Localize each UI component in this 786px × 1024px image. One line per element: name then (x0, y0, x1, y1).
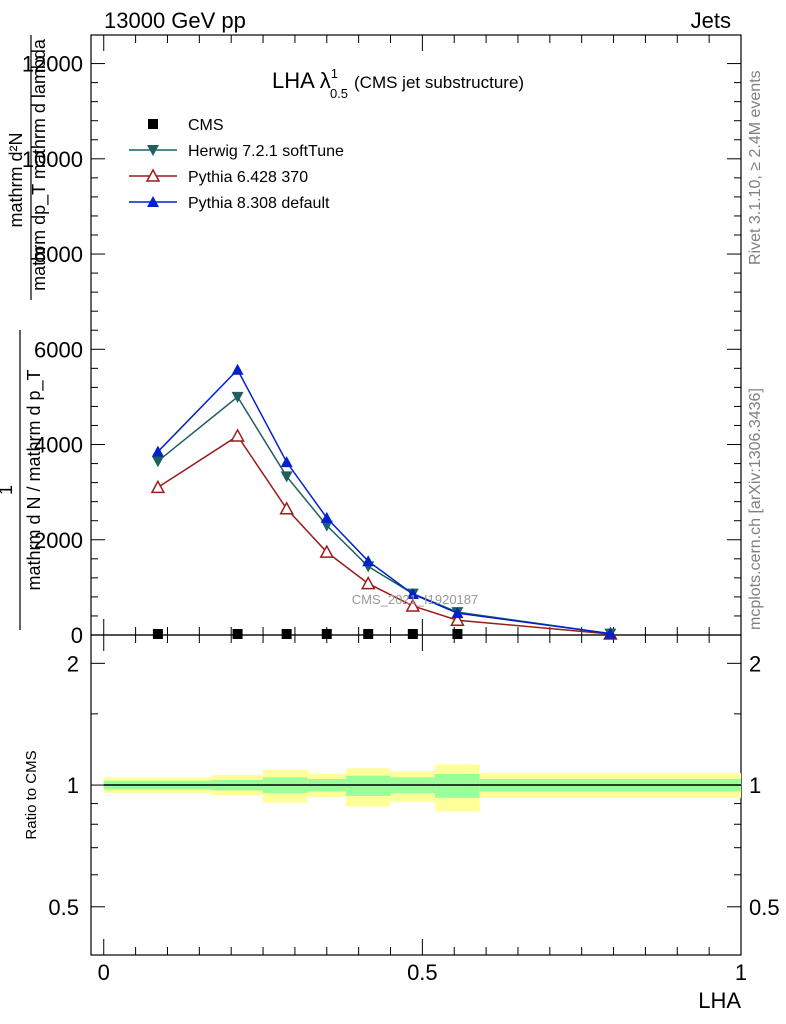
series-layer (150, 363, 618, 640)
series-3-point-4 (362, 555, 375, 567)
series-3-point-2 (280, 456, 293, 468)
series-0-point-3 (321, 629, 332, 639)
series-line-2 (157, 434, 611, 635)
legend-marker-0 (148, 119, 158, 129)
xtick-label-2: 1 (735, 960, 747, 985)
legend: CMS Herwig 7.2.1 softTune Pythia 6.428 370… (129, 117, 344, 212)
series-0 (152, 629, 463, 639)
series-3-point-0 (151, 445, 164, 457)
series-0-point-1 (232, 629, 243, 639)
ratio-ytick-label-right-0: 0.5 (749, 895, 780, 920)
ylabel-numerator: mathrm d²N (6, 132, 26, 227)
analysis-watermark: CMS_2021_I1920187 (352, 592, 479, 607)
legend-label-3: Pythia 8.308 default (188, 195, 330, 212)
main-ytick-label-1: 2000 (34, 528, 83, 553)
ratio-ytick-label-right-1: 1 (749, 773, 761, 798)
ratio-ytick-label-right-2: 2 (749, 651, 761, 676)
series-0-point-2 (281, 629, 292, 639)
legend-label-2: Pythia 6.428 370 (188, 169, 308, 186)
ratio-ytick-label-left-1: 1 (67, 773, 79, 798)
series-0-point-4 (363, 629, 374, 639)
series-2-point-0 (150, 479, 166, 494)
series-2-point-4 (360, 576, 376, 590)
main-ytick-label-0: 0 (71, 623, 83, 648)
main-ytick-label-4: 8000 (34, 242, 83, 267)
ratio-ytick-label-left-2: 2 (67, 651, 79, 676)
series-0-point-5 (407, 629, 418, 639)
series-2-point-1 (230, 428, 245, 442)
header-category-label: Jets (691, 8, 731, 33)
xtick-label-1: 0.5 (407, 960, 438, 985)
series-3 (151, 363, 617, 639)
ylabel-denominator: mathrm d N / mathrm d p_T (24, 369, 45, 590)
series-3-point-1 (231, 363, 244, 375)
main-axis-ticks: 0 2000 4000 6000 8000 10000 12000 (22, 52, 741, 648)
ratio-band-inner-6 (435, 774, 480, 798)
main-ytick-label-5: 10000 (22, 147, 83, 172)
legend-marker-2 (145, 168, 161, 182)
legend-marker-1 (147, 145, 159, 156)
main-ytick-label-2: 4000 (34, 433, 83, 458)
series-3-point-6 (451, 607, 464, 619)
series-1-point-1 (231, 391, 244, 403)
ylabel-one: 1 (0, 485, 16, 495)
ylabel-fraction-a: mathrm dp_T mathrm d lambda (29, 38, 50, 291)
series-1-point-2 (280, 471, 293, 483)
x-axis-ticks: 0 0.5 1 (98, 35, 747, 985)
legend-label-1: Herwig 7.2.1 softTune (188, 143, 344, 160)
rivet-version-label: Rivet 3.1.10, ≥ 2.4M events (747, 70, 764, 265)
ratio-ytick-label-left-0: 0.5 (48, 895, 79, 920)
series-3-point-7 (604, 627, 617, 639)
series-3-point-5 (406, 588, 419, 600)
ratio-axis-ticks: 0.5 0.5 1 1 2 2 (48, 651, 779, 919)
ratio-uncertainty-bands (103, 764, 741, 812)
series-3-point-3 (320, 511, 333, 523)
plot-title: LHA λ1 0.5(CMS jet substructure) (272, 66, 524, 101)
ratio-ylabel: Ratio to CMS (23, 750, 40, 839)
main-ytick-label-6: 12000 (22, 52, 83, 77)
series-2-point-5 (405, 598, 421, 612)
series-2-point-3 (319, 544, 335, 558)
series-1-point-0 (151, 456, 164, 468)
xtick-label-0: 0 (98, 960, 110, 985)
main-ytick-label-3: 6000 (34, 337, 83, 362)
series-2 (150, 428, 618, 640)
series-2-point-6 (450, 612, 465, 626)
header-collision-label: 13000 GeV pp (104, 8, 246, 33)
series-0-point-0 (152, 629, 163, 639)
series-0-point-6 (452, 629, 463, 639)
series-2-point-2 (279, 501, 294, 515)
mcplots-credit-label: mcplots.cern.ch [arXiv:1306.3436] (747, 388, 764, 630)
legend-marker-3 (147, 196, 159, 207)
series-line-1 (157, 395, 611, 635)
x-axis-label: LHA (698, 988, 741, 1013)
series-1-point-3 (320, 520, 333, 532)
legend-label-0: CMS (188, 117, 224, 134)
main-ylabel: mathrm d²N mathrm dp_T mathrm d lambda 1… (0, 35, 50, 630)
series-line-3 (157, 368, 611, 635)
